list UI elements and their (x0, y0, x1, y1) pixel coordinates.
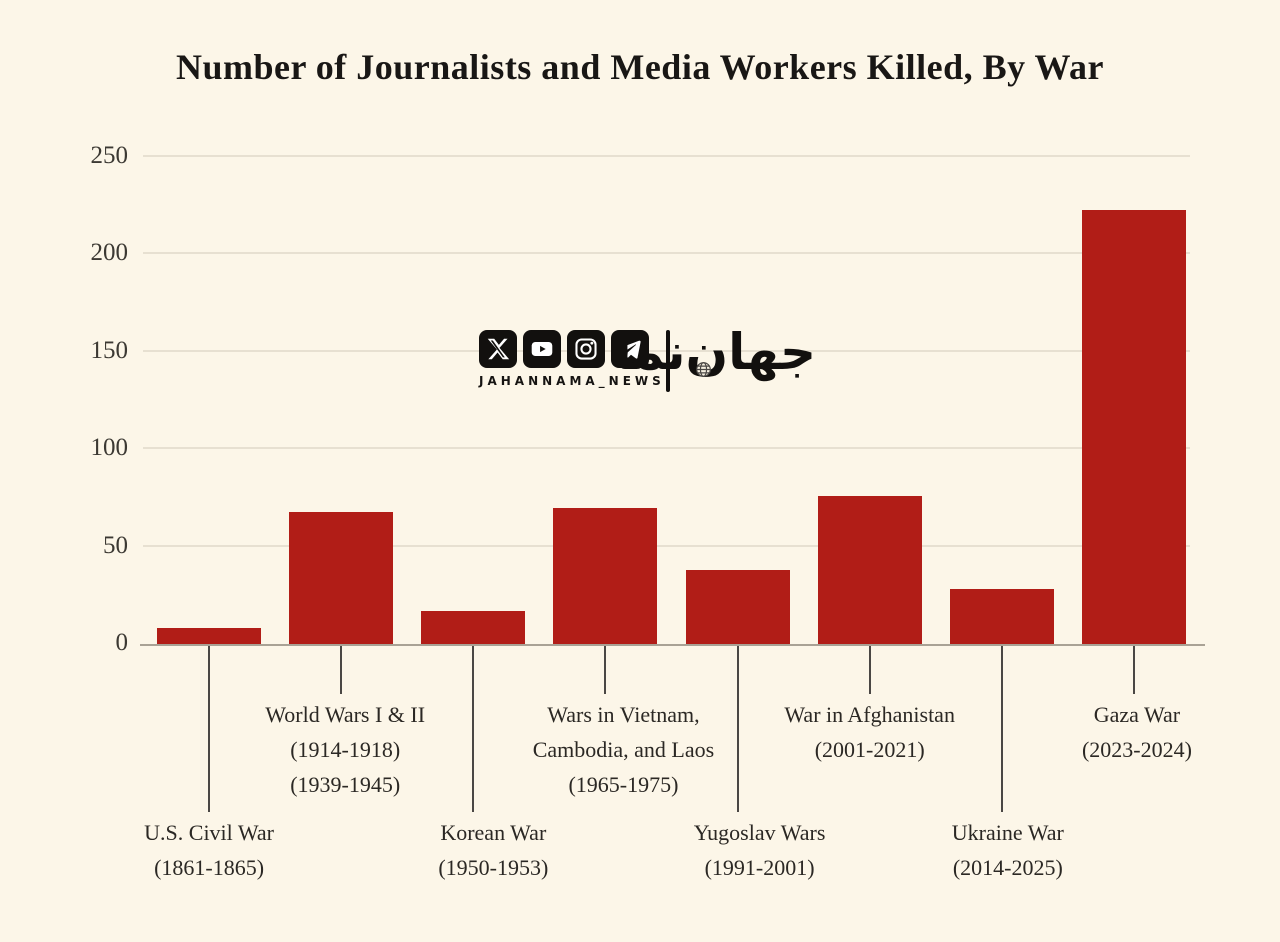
youtube-icon (523, 330, 561, 368)
bar-korean-war (421, 610, 526, 644)
category-label-yugoslav-wars: Yugoslav Wars (1991-2001) (620, 815, 900, 885)
category-label-line: U.S. Civil War (144, 820, 274, 845)
category-label-line: (1950-1953) (438, 855, 549, 880)
watermark-logo-farsi: جهان‌نما (614, 323, 816, 381)
leader-line-korean-war (472, 646, 475, 812)
y-tick-200: 200 (90, 239, 129, 267)
gridline-200 (143, 252, 1190, 255)
social-icons-row (479, 330, 651, 368)
category-label-line: Korean War (440, 820, 547, 845)
leader-line-ukraine-war (1000, 646, 1003, 812)
category-label-ukraine-war: Ukraine War (2014-2025) (868, 815, 1148, 885)
x-icon (479, 330, 517, 368)
gridline-100 (143, 447, 1190, 450)
category-label-korean-war: Korean War (1950-1953) (353, 815, 633, 885)
category-label-line: Ukraine War (951, 820, 1064, 845)
x-axis-line (140, 644, 1205, 646)
y-tick-150: 150 (90, 336, 129, 364)
gridline-250 (143, 155, 1190, 157)
category-label-line: (2014-2025) (952, 855, 1063, 880)
category-label-wars-in-vietnam-cambodia-and-laos: Wars in Vietnam, Cambodia, and Laos (1965-… (483, 697, 763, 802)
bar-u-s-civil-war (157, 628, 262, 644)
y-tick-50: 50 (103, 531, 128, 559)
category-label-line: (1991-2001) (704, 855, 815, 880)
watermark-handle: JAHANNAMA_NEWS (479, 374, 665, 388)
telegram-icon (611, 330, 649, 368)
chart-title: Number of Journalists and Media Workers … (175, 47, 1105, 87)
y-tick-100: 100 (90, 434, 129, 462)
gridline-50 (143, 544, 1190, 547)
watermark-separator (666, 330, 670, 392)
watermark: JAHANNAMA_NEWS (479, 330, 665, 388)
category-label-line: War in Afghanistan (784, 702, 955, 727)
leader-line-war-in-afghanistan (868, 646, 871, 694)
category-label-line: World Wars I & II (265, 702, 426, 727)
bar-yugoslav-wars (685, 569, 790, 644)
category-label-line: Wars in Vietnam, (547, 702, 700, 727)
globe-icon (695, 361, 712, 378)
leader-line-world-wars-i-ii (340, 646, 343, 694)
category-label-line: (2001-2021) (814, 737, 925, 762)
category-label-line: Gaza War (1093, 702, 1181, 727)
instagram-icon (567, 330, 605, 368)
bar-world-wars-i-ii (289, 511, 394, 644)
category-label-line: (2023-2024) (1081, 737, 1192, 762)
category-label-war-in-afghanistan: War in Afghanistan (2001-2021) (730, 697, 1010, 767)
category-label-line: (1965-1975) (568, 772, 679, 797)
leader-line-yugoslav-wars (736, 646, 739, 812)
category-label-world-wars-i-ii: World Wars I & II (1914-1918) (1939-1945) (205, 697, 485, 802)
y-tick-0: 0 (115, 629, 129, 656)
category-label-line: (1939-1945) (290, 772, 401, 797)
category-label-u-s-civil-war: U.S. Civil War (1861-1865) (69, 815, 349, 885)
leader-line-u-s-civil-war (208, 646, 211, 812)
category-label-line: (1914-1918) (290, 737, 401, 762)
bar-wars-in-vietnam-cambodia-and-laos (553, 507, 658, 644)
category-label-line: Yugoslav Wars (693, 820, 826, 845)
category-label-line: Cambodia, and Laos (532, 737, 715, 762)
category-label-gaza-war: Gaza War (2023-2024) (997, 697, 1277, 767)
y-tick-250: 250 (90, 142, 129, 169)
bar-war-in-afghanistan (817, 495, 922, 644)
leader-line-wars-in-vietnam-cambodia-and-laos (604, 646, 607, 694)
bar-ukraine-war (949, 589, 1054, 644)
category-label-line: (1861-1865) (154, 855, 265, 880)
bar-gaza-war (1081, 209, 1186, 644)
leader-line-gaza-war (1132, 646, 1135, 694)
